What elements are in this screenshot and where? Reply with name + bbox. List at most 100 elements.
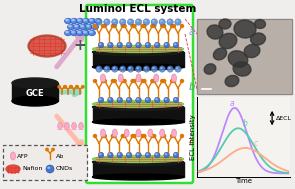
- Ellipse shape: [213, 48, 227, 60]
- Ellipse shape: [119, 99, 120, 100]
- Circle shape: [171, 25, 174, 28]
- Ellipse shape: [72, 31, 74, 33]
- Ellipse shape: [101, 74, 106, 82]
- Circle shape: [133, 25, 136, 28]
- Ellipse shape: [128, 154, 129, 155]
- Bar: [197, 19, 292, 94]
- Circle shape: [98, 97, 104, 103]
- Circle shape: [145, 152, 151, 158]
- Circle shape: [94, 80, 96, 83]
- Circle shape: [143, 25, 146, 28]
- Circle shape: [104, 66, 110, 72]
- Circle shape: [175, 19, 181, 25]
- Circle shape: [52, 148, 54, 151]
- Ellipse shape: [234, 20, 256, 38]
- Ellipse shape: [100, 154, 101, 155]
- Ellipse shape: [112, 129, 117, 137]
- Circle shape: [58, 86, 60, 88]
- Ellipse shape: [100, 44, 101, 45]
- Bar: [93, 52, 184, 67]
- Ellipse shape: [96, 19, 98, 21]
- Bar: [12, 83, 58, 101]
- Ellipse shape: [119, 154, 120, 155]
- Ellipse shape: [147, 154, 148, 155]
- Ellipse shape: [93, 25, 95, 27]
- Circle shape: [171, 80, 174, 83]
- Circle shape: [101, 25, 104, 28]
- Text: Ab: Ab: [56, 153, 64, 159]
- Circle shape: [131, 25, 134, 28]
- Circle shape: [96, 19, 102, 25]
- Ellipse shape: [219, 19, 231, 29]
- Ellipse shape: [101, 129, 106, 137]
- Circle shape: [136, 42, 141, 48]
- Ellipse shape: [79, 122, 83, 129]
- Circle shape: [167, 66, 173, 72]
- Ellipse shape: [48, 167, 50, 168]
- Circle shape: [126, 97, 132, 103]
- Ellipse shape: [93, 119, 183, 125]
- Ellipse shape: [147, 44, 148, 45]
- Ellipse shape: [171, 129, 176, 137]
- Ellipse shape: [160, 129, 165, 137]
- Ellipse shape: [136, 74, 141, 82]
- Circle shape: [126, 152, 132, 158]
- Text: b: b: [242, 119, 248, 128]
- Circle shape: [181, 25, 183, 28]
- Circle shape: [113, 25, 116, 28]
- Circle shape: [171, 135, 174, 138]
- Ellipse shape: [12, 96, 58, 106]
- Circle shape: [141, 135, 144, 138]
- Ellipse shape: [65, 18, 71, 24]
- Bar: [93, 162, 184, 177]
- Ellipse shape: [66, 19, 68, 21]
- Circle shape: [136, 97, 141, 103]
- Ellipse shape: [72, 122, 76, 129]
- Ellipse shape: [156, 44, 157, 45]
- FancyBboxPatch shape: [86, 5, 193, 183]
- Circle shape: [123, 25, 126, 28]
- Ellipse shape: [68, 24, 75, 30]
- Circle shape: [135, 19, 142, 25]
- Circle shape: [94, 135, 96, 138]
- Ellipse shape: [228, 51, 248, 67]
- Circle shape: [143, 19, 150, 25]
- Ellipse shape: [88, 30, 96, 36]
- Ellipse shape: [75, 25, 77, 27]
- Circle shape: [64, 86, 66, 88]
- Ellipse shape: [244, 44, 260, 58]
- Ellipse shape: [87, 25, 89, 27]
- Circle shape: [133, 135, 136, 138]
- Circle shape: [108, 42, 113, 48]
- Circle shape: [121, 25, 124, 28]
- Circle shape: [155, 97, 160, 103]
- Ellipse shape: [76, 30, 83, 36]
- Circle shape: [173, 152, 179, 158]
- Ellipse shape: [207, 25, 223, 39]
- Circle shape: [108, 152, 113, 158]
- Ellipse shape: [72, 19, 74, 21]
- Ellipse shape: [165, 99, 166, 100]
- Text: b: b: [189, 82, 195, 92]
- Circle shape: [151, 135, 154, 138]
- Text: Nafion: Nafion: [22, 167, 42, 171]
- Circle shape: [94, 25, 96, 28]
- Circle shape: [117, 152, 122, 158]
- Ellipse shape: [154, 74, 159, 82]
- Ellipse shape: [233, 62, 251, 76]
- Text: ΔECL: ΔECL: [276, 116, 292, 121]
- Ellipse shape: [128, 99, 129, 100]
- FancyBboxPatch shape: [3, 145, 87, 180]
- Ellipse shape: [175, 154, 176, 155]
- Circle shape: [126, 42, 132, 48]
- Circle shape: [151, 19, 158, 25]
- Circle shape: [76, 86, 78, 88]
- Circle shape: [163, 80, 165, 83]
- Ellipse shape: [78, 19, 80, 21]
- Text: CNDs: CNDs: [56, 167, 73, 171]
- Ellipse shape: [109, 154, 110, 155]
- Ellipse shape: [90, 31, 92, 33]
- Circle shape: [173, 97, 179, 103]
- Ellipse shape: [93, 46, 183, 53]
- Ellipse shape: [66, 31, 68, 33]
